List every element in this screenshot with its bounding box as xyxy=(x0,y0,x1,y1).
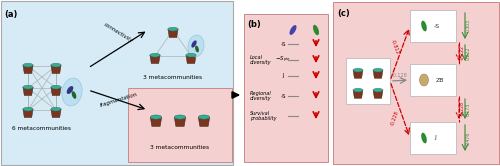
Text: $-S_{pie}$: $-S_{pie}$ xyxy=(275,55,291,65)
Text: (b): (b) xyxy=(247,20,261,29)
Text: -S: -S xyxy=(434,24,440,29)
Polygon shape xyxy=(150,117,162,126)
Text: 3 metacommunities: 3 metacommunities xyxy=(144,75,203,80)
Bar xyxy=(333,2,499,164)
Polygon shape xyxy=(353,90,363,98)
Ellipse shape xyxy=(66,86,73,94)
Text: -0.228: -0.228 xyxy=(460,101,465,117)
Ellipse shape xyxy=(23,63,33,67)
Ellipse shape xyxy=(186,53,196,57)
Polygon shape xyxy=(51,109,61,118)
Ellipse shape xyxy=(421,21,427,31)
Polygon shape xyxy=(168,29,178,38)
Ellipse shape xyxy=(313,25,319,35)
Polygon shape xyxy=(23,109,33,118)
Ellipse shape xyxy=(188,35,204,57)
Ellipse shape xyxy=(353,88,363,92)
Ellipse shape xyxy=(192,40,196,48)
Text: -0.812: -0.812 xyxy=(390,39,400,55)
Ellipse shape xyxy=(174,115,186,119)
Polygon shape xyxy=(23,87,33,95)
Text: (c): (c) xyxy=(337,9,350,18)
Polygon shape xyxy=(150,55,160,64)
Polygon shape xyxy=(51,87,61,95)
Text: -S: -S xyxy=(280,93,286,98)
Ellipse shape xyxy=(198,115,209,119)
Polygon shape xyxy=(51,65,61,74)
Ellipse shape xyxy=(195,46,199,52)
Bar xyxy=(1,1,233,165)
Ellipse shape xyxy=(51,85,61,89)
Text: 6 metacommunities: 6 metacommunities xyxy=(12,126,72,131)
Text: 3 metacommunities: 3 metacommunities xyxy=(150,145,210,150)
Ellipse shape xyxy=(51,63,61,67)
Text: -0.228: -0.228 xyxy=(390,110,400,126)
Text: Local
diversity: Local diversity xyxy=(250,55,272,65)
Ellipse shape xyxy=(290,25,296,35)
Text: 0.476: 0.476 xyxy=(466,131,471,145)
Ellipse shape xyxy=(62,78,82,106)
Text: (a): (a) xyxy=(4,10,18,19)
Text: connectivity: connectivity xyxy=(103,22,134,44)
Text: 0.303: 0.303 xyxy=(466,19,471,33)
Ellipse shape xyxy=(23,85,33,89)
Polygon shape xyxy=(23,65,33,74)
Ellipse shape xyxy=(373,68,383,72)
Polygon shape xyxy=(198,117,209,126)
Text: J: J xyxy=(282,74,284,79)
Ellipse shape xyxy=(421,133,427,143)
Bar xyxy=(128,88,232,162)
Text: fragmentation: fragmentation xyxy=(99,92,138,108)
Ellipse shape xyxy=(353,68,363,72)
Polygon shape xyxy=(174,117,186,126)
Ellipse shape xyxy=(150,115,162,119)
Ellipse shape xyxy=(23,107,33,111)
Bar xyxy=(410,122,456,154)
Text: -0.128: -0.128 xyxy=(392,73,408,78)
Text: J: J xyxy=(434,135,436,140)
Polygon shape xyxy=(353,70,363,78)
Bar xyxy=(410,64,456,96)
Bar xyxy=(346,58,390,104)
Ellipse shape xyxy=(150,53,160,57)
Polygon shape xyxy=(373,70,383,78)
Polygon shape xyxy=(186,55,196,64)
Polygon shape xyxy=(373,90,383,98)
Bar xyxy=(244,14,328,162)
Text: Survival
probability: Survival probability xyxy=(250,111,276,121)
Text: -S: -S xyxy=(280,42,286,46)
Text: -0.222: -0.222 xyxy=(460,45,465,60)
Text: 0.173: 0.173 xyxy=(466,102,471,116)
Text: ZB: ZB xyxy=(436,78,444,83)
Ellipse shape xyxy=(420,74,428,86)
Bar xyxy=(410,10,456,42)
Text: 0.222: 0.222 xyxy=(466,46,471,60)
Ellipse shape xyxy=(72,91,76,99)
Ellipse shape xyxy=(51,107,61,111)
Ellipse shape xyxy=(373,88,383,92)
Ellipse shape xyxy=(168,27,178,31)
Text: Regional
diversity: Regional diversity xyxy=(250,91,272,101)
